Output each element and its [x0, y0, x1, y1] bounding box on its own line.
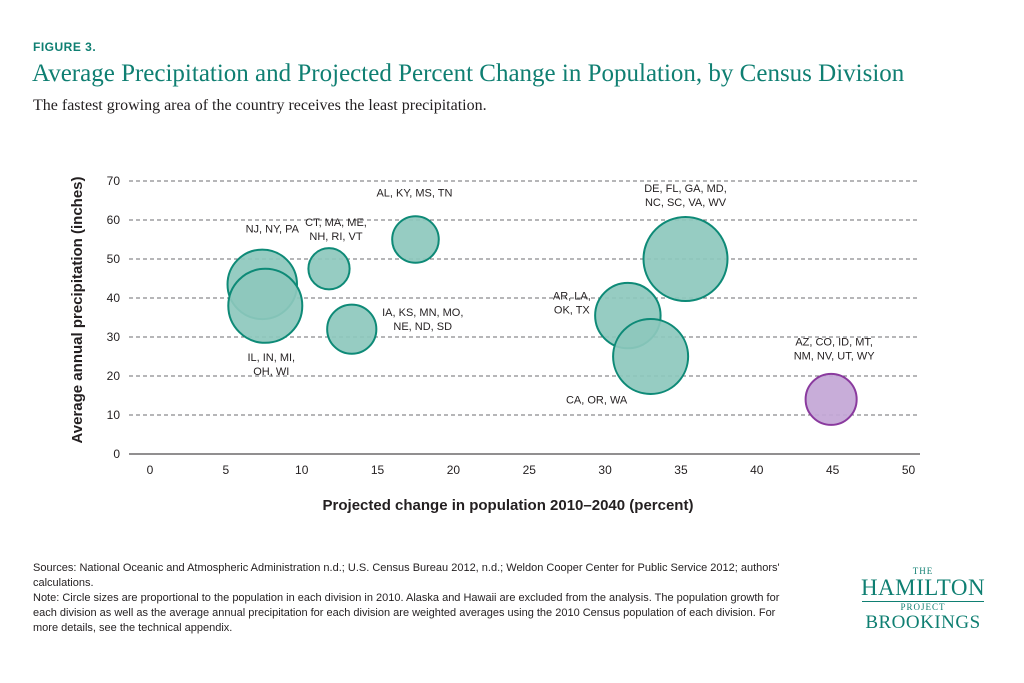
x-tick-label-40: 40: [750, 463, 764, 477]
sources-text: Sources: National Oceanic and Atmospheri…: [33, 562, 780, 589]
bubble-4: [391, 215, 440, 264]
x-tick-label-45: 45: [826, 463, 840, 477]
logo-project: PROJECT: [900, 602, 946, 612]
bubble-7: [642, 216, 729, 302]
figure-label: FIGURE 3.: [33, 40, 97, 54]
y-tick-label-30: 30: [107, 330, 121, 344]
y-axis-ticks: 0 10 20 30 40 50 60 70: [107, 174, 121, 461]
note-text: Note: Circle sizes are proportional to t…: [33, 592, 780, 634]
x-tick-label-20: 20: [447, 463, 461, 477]
bubble-label-1-1: OH, WI: [253, 366, 289, 378]
bubble-label-3-1: NE, ND, SD: [393, 321, 452, 333]
bubble-label-8-1: NM, NV, UT, WY: [794, 350, 876, 362]
x-tick-label-0: 0: [147, 463, 154, 477]
bubble-8: [804, 372, 858, 426]
bubble-label-3-0: IA, KS, MN, MO,: [382, 307, 463, 319]
bubble-label-4-0: AL, KY, MS, TN: [376, 188, 452, 200]
bubble-label-5-1: OK, TX: [554, 305, 591, 317]
bubble-3: [326, 303, 378, 355]
x-tick-label-10: 10: [295, 463, 309, 477]
x-tick-label-5: 5: [223, 463, 230, 477]
bubble-label-1-0: IL, IN, MI,: [247, 352, 295, 364]
x-tick-label-25: 25: [523, 463, 537, 477]
y-tick-label-40: 40: [107, 291, 121, 305]
y-tick-label-10: 10: [107, 408, 121, 422]
x-tick-label-50: 50: [902, 463, 916, 477]
bubble-label-5-0: AR, LA,: [553, 291, 591, 303]
logo-hamilton: HAMILTON: [860, 575, 986, 600]
brookings-logo: BROOKINGS: [865, 612, 981, 633]
x-tick-label-15: 15: [371, 463, 385, 477]
bubble-1: [227, 267, 304, 344]
x-tick-label-35: 35: [674, 463, 688, 477]
x-axis-ticks: 0 5 10 15 20 25 30 35 40 45 50: [147, 463, 916, 477]
y-tick-label-70: 70: [107, 174, 121, 188]
notes: Sources: National Oceanic and Atmospheri…: [33, 561, 803, 636]
bubble-label-0-0: NJ, NY, PA: [246, 223, 300, 235]
hamilton-project-logo: THE HAMILTON PROJECT: [848, 566, 998, 612]
bubble-2: [307, 247, 351, 291]
bubble-label-2-1: NH, RI, VT: [309, 231, 362, 243]
y-tick-label-0: 0: [113, 447, 120, 461]
chart-title: Average Precipitation and Projected Perc…: [32, 60, 905, 87]
bubble-label-6-0: CA, OR, WA: [566, 395, 628, 407]
logo-the: THE: [912, 566, 934, 576]
x-tick-label-30: 30: [598, 463, 612, 477]
bubble-label-7-0: DE, FL, GA, MD,: [644, 183, 727, 195]
y-tick-label-20: 20: [107, 369, 121, 383]
bubble-6: [612, 317, 690, 396]
gridlines: [129, 180, 920, 416]
y-tick-label-60: 60: [107, 213, 121, 227]
bubble-label-2-0: CT, MA, ME,: [305, 217, 367, 229]
y-axis-label: Average annual precipitation (inches): [69, 176, 86, 443]
x-axis-label: Projected change in population 2010–2040…: [323, 497, 694, 514]
bubble-label-7-1: NC, SC, VA, WV: [645, 197, 727, 209]
logo-rule: [862, 601, 984, 602]
bubble-label-8-0: AZ, CO, ID, MT,: [795, 336, 873, 348]
bubbles: [226, 215, 858, 426]
bubble-labels: NJ, NY, PA IL, IN, MI, OH, WI CT, MA, ME, NH…: [246, 183, 876, 407]
y-tick-label-50: 50: [107, 252, 121, 266]
chart-subtitle: The fastest growing area of the country …: [33, 97, 487, 114]
